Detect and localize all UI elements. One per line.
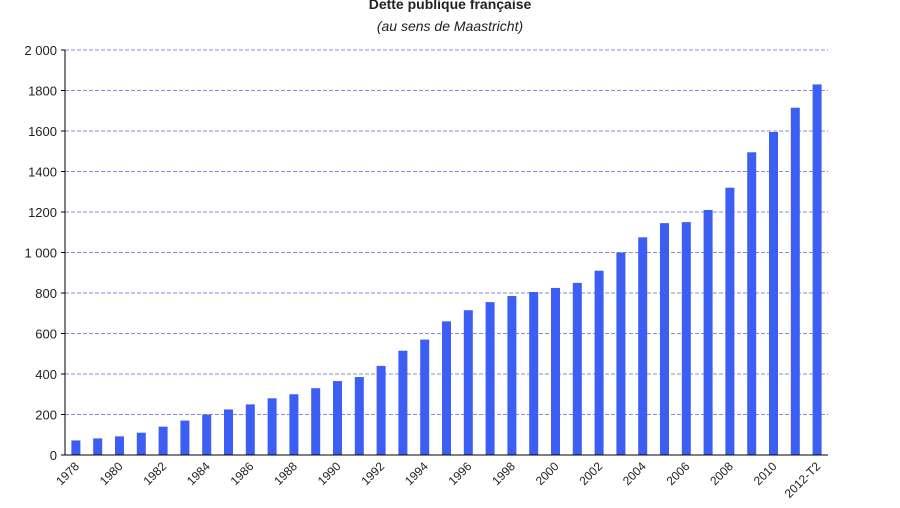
y-tick-label: 1 000 bbox=[24, 246, 57, 261]
bar bbox=[442, 321, 451, 455]
chart-subtitle: (au sens de Maastricht) bbox=[377, 18, 523, 34]
x-tick-label: 1990 bbox=[315, 459, 344, 488]
bar bbox=[681, 222, 691, 455]
x-tick-label: 1980 bbox=[97, 459, 126, 488]
x-tick-label: 1986 bbox=[228, 459, 257, 488]
y-tick-label: 400 bbox=[35, 367, 57, 382]
bar bbox=[420, 339, 430, 455]
bar bbox=[376, 365, 386, 455]
y-tick-label: 600 bbox=[35, 327, 57, 342]
bar bbox=[485, 302, 495, 455]
bar bbox=[115, 436, 124, 455]
bar bbox=[180, 420, 190, 455]
bar bbox=[136, 432, 146, 455]
x-tick-label: 2012-T2 bbox=[782, 459, 824, 501]
bar bbox=[245, 404, 255, 455]
x-tick-label: 2004 bbox=[620, 459, 649, 488]
bar bbox=[202, 414, 212, 455]
bar bbox=[311, 388, 321, 455]
x-tick-label: 2000 bbox=[533, 459, 562, 488]
bar bbox=[551, 287, 560, 455]
bar bbox=[638, 237, 648, 455]
y-tick-label: 200 bbox=[35, 408, 57, 423]
y-tick-label: 2 000 bbox=[24, 43, 57, 58]
bar bbox=[224, 409, 233, 455]
bar bbox=[71, 440, 81, 455]
bar bbox=[725, 187, 735, 455]
chart-title: Dette publique française bbox=[369, 0, 532, 12]
y-tick-label: 800 bbox=[35, 286, 57, 301]
bar bbox=[616, 252, 626, 455]
y-tick-label: 1400 bbox=[28, 165, 57, 180]
y-tick-label: 1800 bbox=[28, 84, 57, 99]
bar bbox=[812, 84, 822, 456]
bar bbox=[398, 350, 408, 455]
bar bbox=[463, 310, 473, 455]
x-tick-label: 2010 bbox=[751, 459, 780, 488]
x-tick-label: 1996 bbox=[446, 459, 475, 488]
bar bbox=[507, 296, 517, 455]
x-tick-label: 1994 bbox=[402, 459, 431, 488]
bar bbox=[333, 381, 342, 455]
bar bbox=[769, 132, 778, 455]
y-tick-label: 1600 bbox=[28, 124, 57, 139]
bar bbox=[660, 223, 669, 455]
x-tick-label: 2008 bbox=[707, 459, 736, 488]
x-tick-label: 1998 bbox=[489, 459, 518, 488]
y-tick-label: 0 bbox=[50, 448, 57, 463]
y-tick-label: 1200 bbox=[28, 205, 57, 220]
bar bbox=[289, 394, 299, 455]
x-tick-label: 1978 bbox=[53, 459, 82, 488]
x-tick-label: 1984 bbox=[184, 459, 213, 488]
x-tick-label: 1992 bbox=[358, 459, 387, 488]
bar bbox=[529, 291, 539, 455]
bar bbox=[158, 426, 168, 455]
bar bbox=[572, 282, 582, 455]
bar bbox=[354, 377, 364, 455]
x-tick-label: 1982 bbox=[140, 459, 169, 488]
bar bbox=[594, 270, 604, 455]
x-tick-label: 2002 bbox=[576, 459, 605, 488]
x-tick-label: 1988 bbox=[271, 459, 300, 488]
bar bbox=[93, 438, 103, 455]
bar bbox=[703, 209, 713, 455]
bar bbox=[747, 152, 757, 455]
x-tick-label: 2006 bbox=[664, 459, 693, 488]
bar bbox=[790, 107, 800, 456]
bar bbox=[267, 398, 277, 455]
